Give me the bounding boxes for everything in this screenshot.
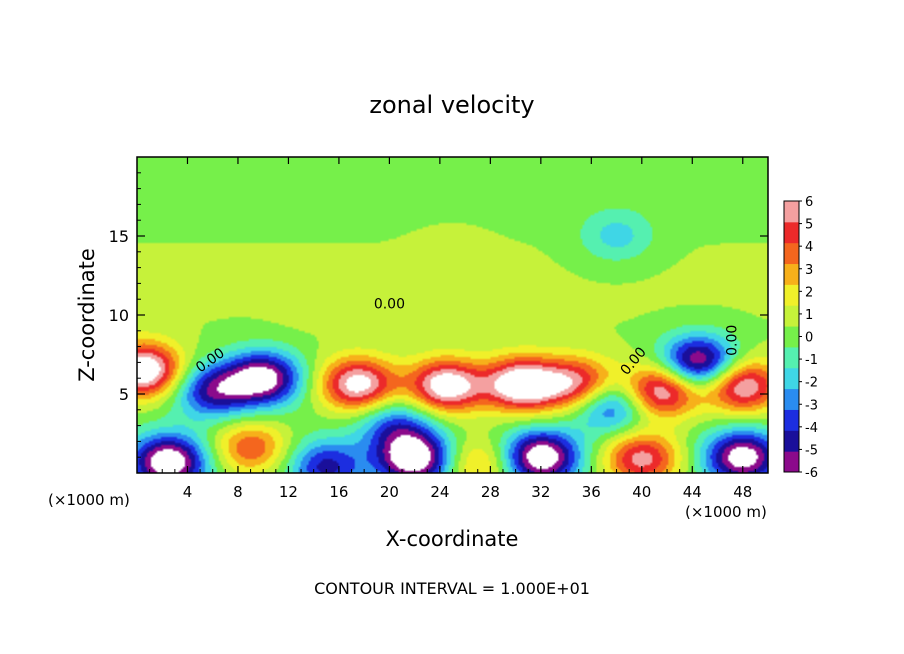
colorbar-swatch — [784, 201, 799, 223]
colorbar-swatch — [784, 326, 799, 348]
y-tick-label: 15 — [109, 227, 129, 246]
colorbar-tick-label: -1 — [805, 353, 818, 368]
colorbar-swatch — [784, 284, 799, 306]
colorbar-tick-label: 4 — [805, 240, 813, 255]
colorbar-swatch — [784, 430, 799, 452]
y-tick-label: 10 — [109, 306, 129, 325]
colorbar-tick-label: 6 — [805, 195, 813, 210]
velocity-field — [137, 157, 768, 473]
colorbar-tick-label: 3 — [805, 263, 813, 278]
y-axis: 5 10 15 — [109, 172, 768, 458]
colorbar-swatch — [784, 367, 799, 390]
colorbar-tick-label: -5 — [805, 443, 818, 458]
chart-title: zonal velocity — [369, 91, 534, 119]
colorbar-swatch — [784, 409, 799, 431]
colorbar-tick-label: -2 — [805, 376, 818, 391]
colorbar-swatch — [784, 263, 799, 285]
x-tick-label: 8 — [233, 483, 243, 501]
plot-area: 0.000.00 0.000.00 4 8 12 16 20 24 28 32 36 40 44 48 … — [109, 156, 769, 501]
x-tick-label: 12 — [279, 483, 298, 501]
contour-label: 0.00 — [374, 297, 405, 313]
colorbar-tick-label: 2 — [805, 285, 813, 300]
x-tick-label: 4 — [183, 483, 193, 501]
y-axis-label: Z-coordinate — [75, 248, 99, 382]
x-tick-label: 16 — [329, 483, 348, 501]
colorbar-tick-label: -4 — [805, 421, 818, 436]
x-tick-label: 20 — [380, 483, 399, 501]
y-tick-label: 5 — [119, 385, 129, 404]
colorbar-tick-label: 5 — [805, 218, 813, 233]
colorbar-tick-label: 1 — [805, 308, 813, 323]
x-unit-right: (×1000 m) — [685, 503, 767, 521]
colorbar-swatch — [784, 242, 799, 265]
colorbar-tick-label: -3 — [805, 398, 818, 413]
x-tick-label: 48 — [733, 483, 752, 501]
x-tick-label: 32 — [531, 483, 550, 501]
colorbar-swatch — [784, 388, 799, 410]
colorbar-swatch — [784, 346, 799, 369]
x-tick-label: 36 — [582, 483, 601, 501]
colorbar-tick-label: 0 — [805, 331, 813, 346]
x-axis-label: X-coordinate — [386, 527, 519, 551]
x-tick-label: 40 — [632, 483, 651, 501]
contour-interval-note: CONTOUR INTERVAL = 1.000E+01 — [314, 579, 590, 598]
x-unit-left: (×1000 m) — [48, 491, 130, 509]
colorbar-swatch — [784, 221, 799, 244]
x-axis: 4 8 12 16 20 24 28 32 36 40 44 48 — [149, 157, 756, 501]
x-tick-label: 28 — [481, 483, 500, 501]
x-tick-label: 44 — [683, 483, 702, 501]
colorbar-swatch — [784, 451, 799, 473]
x-tick-label: 24 — [430, 483, 449, 501]
contour-label: 0.00 — [724, 325, 740, 356]
colorbar: 6 5 4 3 2 1 0 -1 -2 -3 -4 -5 -6 — [783, 195, 818, 481]
colorbar-tick-label: -6 — [805, 466, 818, 481]
colorbar-swatch — [784, 305, 799, 327]
